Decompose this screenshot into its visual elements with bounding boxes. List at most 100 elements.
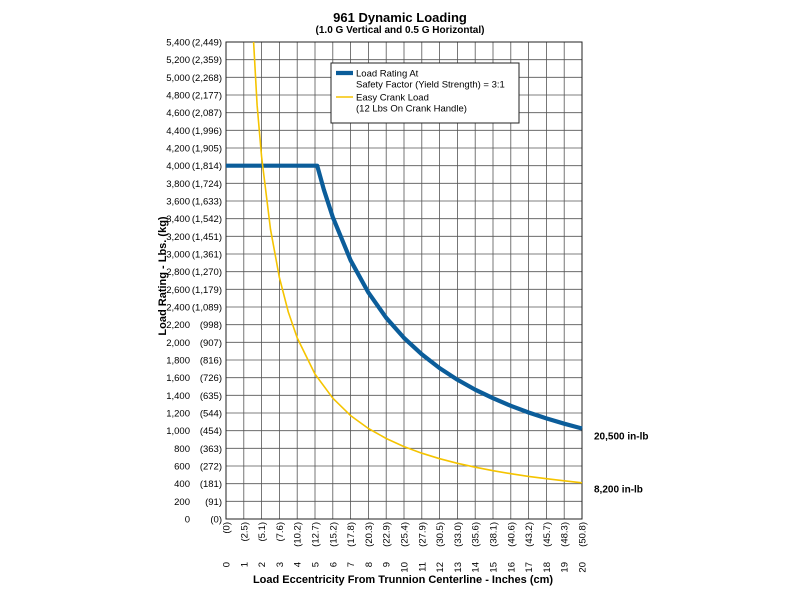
legend-label: Safety Factor (Yield Strength) = 3:1 — [356, 80, 505, 91]
x-tick-label-cm: (20.3) — [364, 522, 375, 547]
y-tick-label: 2,200 — [166, 320, 190, 331]
x-tick-label-in: 19 — [560, 562, 571, 573]
x-axis-label: Load Eccentricity From Trunnion Centerli… — [253, 574, 553, 586]
y-tick-label: 2,000 — [166, 338, 190, 349]
x-axis-ticks: (0) 0 (2.5) 1 (5.1) 2 (7.6) 3 (10.2) 4 (12.7) 5 (15.… — [222, 522, 589, 573]
x-tick-label-in: 6 — [328, 562, 339, 567]
x-tick-label-cm: (33.0) — [453, 522, 464, 547]
y-tick-label: (272) — [200, 462, 222, 473]
x-tick-label-in: 15 — [489, 562, 500, 573]
x-tick-label-in: 2 — [257, 562, 268, 567]
y-tick-label: 3,400 — [166, 214, 190, 225]
y-tick-label: 1,600 — [166, 373, 190, 384]
y-tick-label: (454) — [200, 426, 222, 437]
y-tick-label: (181) — [200, 479, 222, 490]
y-tick-label: (1,905) — [192, 144, 222, 155]
x-tick-label-in: 7 — [346, 562, 357, 567]
y-tick-label: (2,268) — [192, 73, 222, 84]
y-tick-label: 600 — [174, 462, 190, 473]
x-tick-label-cm: (25.4) — [400, 522, 411, 547]
y-tick-label: (1,361) — [192, 250, 222, 261]
y-tick-label: (544) — [200, 409, 222, 420]
x-tick-label-in: 13 — [453, 562, 464, 573]
series-line — [226, 163, 583, 431]
x-tick-label-in: 16 — [506, 562, 517, 573]
series-end-label: 20,500 in-lb — [594, 432, 648, 443]
x-tick-label-cm: (15.2) — [328, 522, 339, 547]
y-tick-label: (907) — [200, 338, 222, 349]
y-tick-label: (726) — [200, 373, 222, 384]
y-tick-label: 200 — [174, 497, 190, 508]
series-group: 20,500 in-lb 8,200 in-lb — [226, 41, 648, 496]
y-tick-label: 3,800 — [166, 179, 190, 190]
y-tick-label: 0 — [185, 515, 190, 526]
y-tick-label: (635) — [200, 391, 222, 402]
x-tick-label-in: 0 — [222, 562, 233, 567]
x-tick-label-cm: (38.1) — [489, 522, 500, 547]
y-tick-label: 4,200 — [166, 144, 190, 155]
y-tick-label: (998) — [200, 320, 222, 331]
y-tick-label: 3,200 — [166, 232, 190, 243]
y-tick-label: (1,633) — [192, 197, 222, 208]
x-tick-label-in: 11 — [417, 562, 428, 572]
x-tick-label-cm: (10.2) — [293, 522, 304, 547]
x-tick-label-cm: (35.6) — [471, 522, 482, 547]
y-tick-label: (2,087) — [192, 108, 222, 119]
legend-label: (12 Lbs On Crank Handle) — [356, 104, 467, 115]
x-tick-label-cm: (5.1) — [257, 522, 268, 542]
plot-frame — [225, 41, 583, 520]
y-tick-label: (2,449) — [192, 38, 222, 49]
x-tick-label-cm: (12.7) — [311, 522, 322, 547]
x-tick-label-cm: (43.2) — [524, 522, 535, 547]
x-tick-label-cm: (40.6) — [506, 522, 517, 547]
y-tick-label: 1,400 — [166, 391, 190, 402]
y-tick-label: 4,600 — [166, 108, 190, 119]
x-tick-label-in: 14 — [471, 562, 482, 573]
x-tick-label-cm: (17.8) — [346, 522, 357, 547]
y-tick-label: 400 — [174, 479, 190, 490]
x-tick-label-cm: (0) — [222, 522, 233, 534]
y-tick-label: (2,359) — [192, 55, 222, 66]
chart-title: 961 Dynamic Loading — [333, 10, 467, 25]
x-tick-label-cm: (27.9) — [417, 522, 428, 547]
y-tick-label: 5,000 — [166, 73, 190, 84]
legend-box — [330, 62, 520, 124]
y-tick-label: 2,400 — [166, 303, 190, 314]
legend-label: Load Rating At — [356, 69, 419, 80]
y-tick-label: (1,724) — [192, 179, 222, 190]
x-tick-label-cm: (2.5) — [239, 522, 250, 542]
x-tick-label-cm: (45.7) — [542, 522, 553, 547]
y-tick-label: (91) — [205, 497, 222, 508]
series-line — [252, 41, 583, 484]
x-tick-label-in: 20 — [578, 562, 589, 573]
y-tick-label: 3,600 — [166, 197, 190, 208]
x-tick-label-in: 12 — [435, 562, 446, 573]
y-tick-label: 800 — [174, 444, 190, 455]
x-tick-label-cm: (22.9) — [382, 522, 393, 547]
y-tick-label: (1,542) — [192, 214, 222, 225]
y-tick-label: 1,800 — [166, 356, 190, 367]
series-end-label: 8,200 in-lb — [594, 485, 643, 496]
y-axis-label: Load Rating - Lbs. (kg) — [157, 216, 169, 335]
y-tick-label: (816) — [200, 356, 222, 367]
y-tick-label: 2,800 — [166, 267, 190, 278]
x-tick-label-in: 8 — [364, 562, 375, 567]
y-tick-label: 4,400 — [166, 126, 190, 137]
x-tick-label-in: 18 — [542, 562, 553, 573]
y-tick-label: (363) — [200, 444, 222, 455]
y-tick-label: (1,451) — [192, 232, 222, 243]
y-tick-label: 1,000 — [166, 426, 190, 437]
x-tick-label-cm: (7.6) — [275, 522, 286, 542]
y-tick-label: (1,270) — [192, 267, 222, 278]
y-tick-label: (0) — [210, 515, 222, 526]
x-tick-label-in: 5 — [311, 562, 322, 567]
chart-subtitle: (1.0 G Vertical and 0.5 G Horizontal) — [315, 25, 485, 36]
x-tick-label-in: 17 — [524, 562, 535, 573]
y-tick-label: (1,089) — [192, 303, 222, 314]
legend-label: Easy Crank Load — [356, 93, 429, 104]
y-tick-label: 5,400 — [166, 38, 190, 49]
x-tick-label-cm: (50.8) — [578, 522, 589, 547]
x-tick-label-in: 3 — [275, 562, 286, 567]
